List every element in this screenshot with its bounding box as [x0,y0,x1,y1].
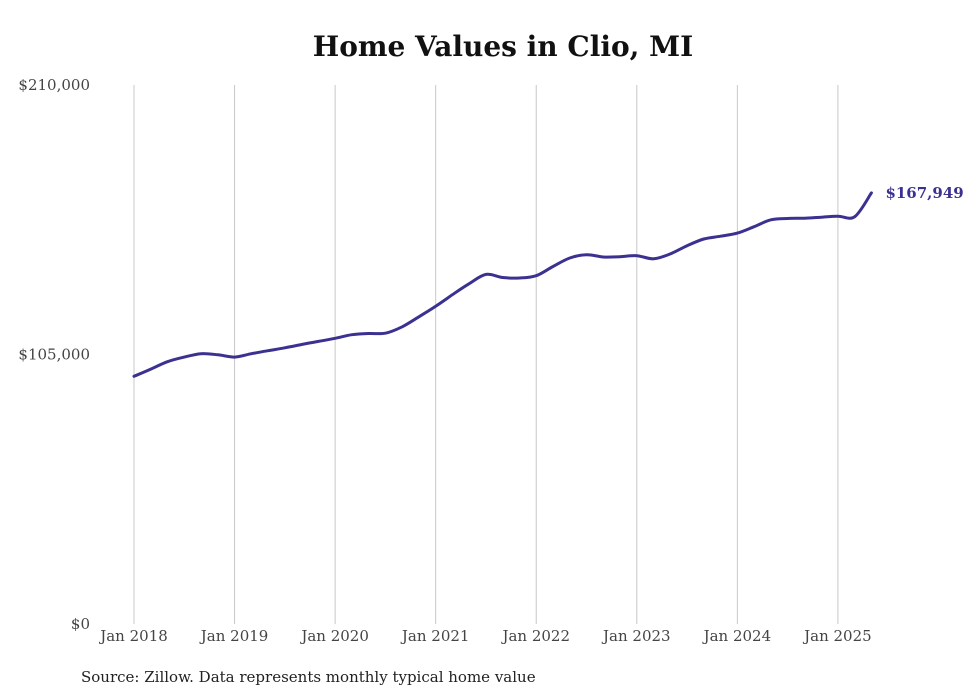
x-tick-label: Jan 2018 [98,627,168,645]
vertical-gridlines [133,85,839,624]
y-tick-label: $0 [71,615,90,633]
chart-title: Home Values in Clio, MI [312,30,694,63]
y-tick-label: $210,000 [18,76,90,94]
x-tick-label: Jan 2024 [702,627,772,645]
end-value-label: $167,949 [885,184,963,202]
x-tick-label: Jan 2022 [500,627,570,645]
x-tick-label: Jan 2019 [199,627,269,645]
x-axis-tick-labels: Jan 2018 Jan 2019 Jan 2020 Jan 2021 Jan 2022… [98,627,871,645]
x-tick-label: Jan 2025 [802,627,872,645]
y-tick-label: $105,000 [18,346,90,364]
x-tick-label: Jan 2020 [299,627,369,645]
x-tick-label: Jan 2021 [400,627,470,645]
y-axis-tick-labels: $0 $105,000 $210,000 [18,76,90,633]
series-line [132,191,873,378]
source-note: Source: Zillow. Data represents monthly … [81,668,536,686]
x-tick-label: Jan 2023 [601,627,671,645]
series-layer [132,191,873,378]
